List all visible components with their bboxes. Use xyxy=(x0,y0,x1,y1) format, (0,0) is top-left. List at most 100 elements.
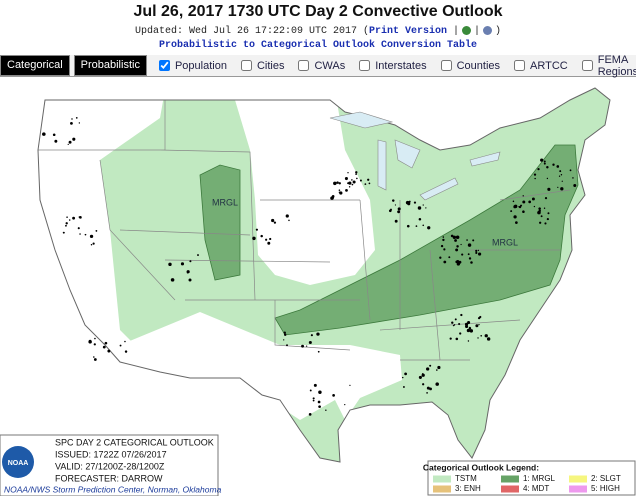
population-dot xyxy=(79,233,81,235)
population-dot xyxy=(404,372,407,376)
layer-option[interactable]: FEMA Regions xyxy=(581,53,636,78)
map: MRGL MRGL NOAA SPC DAY 2 CATEGORICAL OUTLO… xyxy=(0,78,636,496)
population-dot xyxy=(540,158,544,162)
population-dot xyxy=(288,219,290,222)
layer-label: Counties xyxy=(456,59,501,72)
legend-label: 1: MRGL xyxy=(523,474,556,483)
layer-option[interactable]: ARTCC xyxy=(514,60,568,72)
legend-box xyxy=(427,460,636,496)
population-dot xyxy=(455,235,460,240)
noaa-logo xyxy=(2,446,34,478)
tab[interactable]: Categorical xyxy=(0,55,70,76)
population-dot xyxy=(306,345,308,347)
population-dot xyxy=(429,364,432,367)
population-dot xyxy=(286,344,288,347)
population-dot xyxy=(477,249,480,252)
population-dot xyxy=(107,349,111,353)
population-dot xyxy=(397,207,401,211)
population-dot xyxy=(367,178,370,181)
population-dot xyxy=(522,210,525,213)
population-dot xyxy=(359,179,362,182)
population-dot xyxy=(93,358,97,361)
page-title: Jul 26, 2017 1730 UTC Day 2 Convective O… xyxy=(133,3,503,20)
population-dot xyxy=(573,183,577,187)
population-dot xyxy=(452,235,457,239)
population-dot xyxy=(65,222,68,225)
population-dot xyxy=(538,207,541,210)
population-dot xyxy=(42,132,46,136)
legend-label: 5: HIGH xyxy=(591,484,620,493)
population-dot xyxy=(301,344,304,348)
population-dot xyxy=(402,376,404,379)
population-dot xyxy=(515,221,518,224)
population-dot xyxy=(70,121,73,125)
layer-label: Population xyxy=(174,59,227,72)
layer-checkbox[interactable] xyxy=(359,60,371,71)
population-dot xyxy=(338,189,341,191)
population-dot xyxy=(52,133,56,137)
layer-option[interactable]: Counties xyxy=(440,59,501,72)
layer-option[interactable]: CWAs xyxy=(298,60,345,72)
population-dot xyxy=(318,390,322,394)
layer-checkbox[interactable] xyxy=(298,60,310,71)
population-dot xyxy=(454,318,457,321)
population-dot xyxy=(510,210,513,213)
population-dot xyxy=(402,386,405,388)
population-dot xyxy=(102,345,106,349)
shapefile-icon[interactable] xyxy=(483,26,493,35)
population-dot xyxy=(531,197,535,201)
population-dot xyxy=(540,215,543,218)
population-dot xyxy=(397,210,401,214)
info-line: SPC DAY 2 CATEGORICAL OUTLOOK xyxy=(55,437,214,447)
population-dot xyxy=(484,334,488,338)
conversion-link[interactable]: Probabilistic to Categorical Outlook Con… xyxy=(158,40,478,51)
tab[interactable]: Probabilistic xyxy=(73,55,147,76)
population-dot xyxy=(89,234,94,239)
population-dot xyxy=(351,183,354,186)
risk-label: MRGL xyxy=(492,237,518,247)
population-dot xyxy=(325,409,327,411)
population-dot xyxy=(518,206,520,208)
layer-checkbox[interactable] xyxy=(581,60,593,71)
population-dot xyxy=(480,334,483,337)
population-dot xyxy=(469,329,474,333)
population-dot xyxy=(418,375,422,379)
legend-swatch xyxy=(501,475,519,483)
population-dot xyxy=(388,209,392,213)
population-dot xyxy=(520,204,523,207)
layer-checkbox[interactable] xyxy=(240,60,252,71)
close-paren: ) xyxy=(495,26,502,38)
population-dot xyxy=(84,233,87,236)
layer-label: ARTCC xyxy=(530,59,568,72)
population-dot xyxy=(309,389,312,392)
population-dot xyxy=(561,180,563,182)
population-dot xyxy=(67,143,69,145)
layer-option[interactable]: Population xyxy=(158,59,227,72)
population-dot xyxy=(448,256,451,259)
population-dot xyxy=(468,327,472,330)
population-dot xyxy=(466,239,468,241)
great-lakes xyxy=(329,111,501,201)
info-line: FORECASTER: DARROW xyxy=(55,473,163,483)
population-dot xyxy=(265,238,268,241)
population-dot xyxy=(394,204,397,206)
population-dot xyxy=(93,343,96,346)
info-line: ISSUED: 1722Z 07/26/2017 xyxy=(55,449,167,459)
population-dot xyxy=(339,191,343,195)
layer-checkbox[interactable] xyxy=(158,60,170,71)
population-dot xyxy=(560,174,563,176)
layer-option[interactable]: Interstates xyxy=(359,60,427,72)
layer-checkbox[interactable] xyxy=(440,60,452,71)
legend-swatch xyxy=(569,485,587,493)
population-dot xyxy=(336,181,339,184)
population-dot xyxy=(312,399,315,402)
layer-checkbox[interactable] xyxy=(514,60,526,71)
layer-option[interactable]: Cities xyxy=(240,60,284,72)
population-dot xyxy=(437,365,441,370)
print-link[interactable]: Print Version xyxy=(368,26,447,38)
population-dot xyxy=(124,340,126,343)
layer-label: FEMA Regions xyxy=(597,53,636,78)
population-dot xyxy=(273,221,277,224)
kml-icon[interactable] xyxy=(462,26,472,35)
